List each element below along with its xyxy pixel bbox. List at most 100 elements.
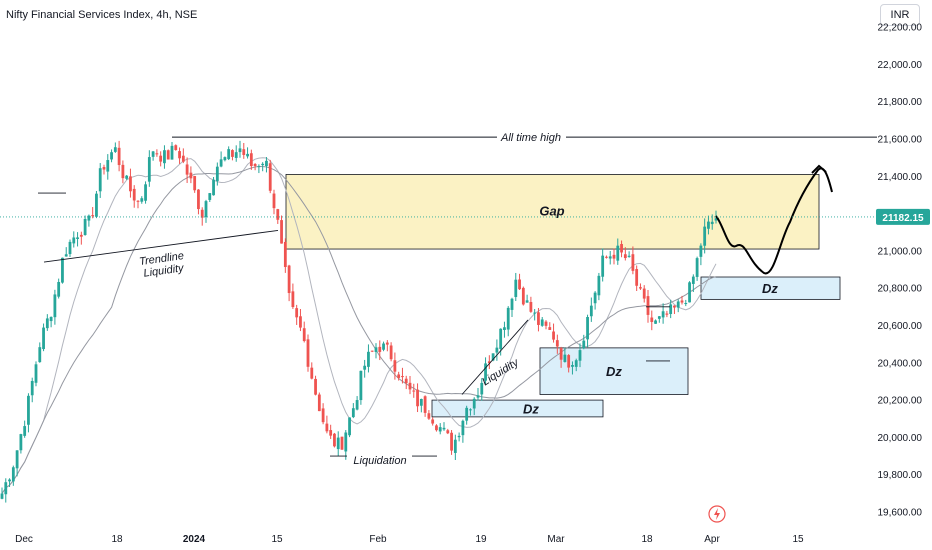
- candle-up: [540, 319, 544, 326]
- candle-up: [215, 166, 219, 182]
- candle-down: [389, 345, 393, 360]
- candle-up: [457, 435, 461, 438]
- candle-up: [212, 179, 215, 196]
- candle-down: [291, 291, 295, 308]
- price-axis[interactable]: 19,600.00 19,800.00 20,000.00 20,200.00 20,4…: [878, 23, 923, 519]
- candle-down: [121, 164, 125, 179]
- candle-down: [253, 163, 257, 167]
- candle-down: [321, 408, 325, 423]
- candle-down: [193, 176, 197, 191]
- candle-up: [151, 151, 155, 157]
- candle-up: [695, 258, 699, 277]
- candle-up: [684, 303, 688, 305]
- candle-down: [329, 430, 333, 436]
- x-tick-label: Mar: [547, 534, 565, 545]
- candle-up: [144, 184, 147, 201]
- candle-up: [597, 275, 601, 296]
- candle-up: [359, 370, 363, 401]
- candle-up: [19, 434, 23, 451]
- candle-down: [370, 350, 374, 352]
- candle-up: [11, 467, 15, 482]
- candle-up: [484, 363, 487, 381]
- candle-down: [178, 151, 181, 159]
- candle-down: [646, 296, 650, 315]
- candle-down: [521, 287, 525, 305]
- candle-up: [223, 157, 227, 161]
- trendline: [43, 229, 279, 263]
- candle-up: [219, 159, 223, 167]
- candle-up: [246, 153, 249, 157]
- x-tick-label: 15: [792, 534, 804, 545]
- candle-down: [340, 436, 344, 450]
- drawing-lines-layer: [38, 136, 877, 457]
- candle-down: [231, 150, 234, 157]
- candle-down: [280, 220, 283, 244]
- time-axis[interactable]: Dec 18 2024 15 Feb 19 Mar 18 Apr 15: [15, 534, 804, 545]
- candle-down: [283, 241, 287, 268]
- candle-down: [680, 300, 684, 303]
- candle-down: [185, 164, 189, 175]
- candle-up: [95, 193, 98, 217]
- candle-down: [306, 339, 310, 367]
- candle-up: [476, 395, 480, 398]
- flash-icon[interactable]: [708, 505, 726, 523]
- candle-down: [302, 328, 306, 342]
- all-time-high-label: All time high: [500, 132, 561, 144]
- candle-up: [257, 166, 261, 168]
- dz-label: Dz: [762, 281, 778, 296]
- candle-up: [106, 160, 110, 172]
- candle-up: [657, 316, 661, 319]
- candle-up: [608, 256, 612, 259]
- x-tick-label: 18: [641, 534, 653, 545]
- candle-up: [691, 276, 695, 284]
- candle-up: [163, 150, 166, 164]
- dz-label: Dz: [606, 364, 622, 379]
- candle-up: [374, 347, 378, 352]
- chart-title: Nifty Financial Services Index, 4h, NSE: [6, 9, 198, 21]
- candle-down: [435, 425, 438, 431]
- candle-up: [15, 450, 19, 469]
- x-tick-label: Dec: [15, 534, 33, 545]
- zone-gap: [285, 174, 820, 250]
- candle-up: [703, 226, 707, 246]
- projection-arrowhead: [811, 164, 827, 174]
- moving-averages-layer: [1, 157, 717, 494]
- candle-up: [661, 311, 665, 318]
- candle-up: [582, 340, 586, 349]
- candle-up: [355, 400, 359, 410]
- candle-up: [61, 257, 64, 283]
- candle-up: [140, 198, 144, 202]
- candle-down: [310, 367, 314, 379]
- candle-up: [38, 347, 42, 363]
- candle-up: [76, 237, 79, 240]
- candle-up: [574, 360, 578, 367]
- candle-up: [351, 408, 355, 418]
- candle-down: [450, 432, 453, 451]
- ma-slow-line: [1, 165, 717, 494]
- candle-up: [83, 218, 87, 236]
- x-tick-label: Apr: [704, 534, 720, 545]
- candle-up: [34, 364, 38, 383]
- candle-up: [499, 328, 503, 349]
- candle-up: [0, 493, 4, 499]
- candle-up: [45, 318, 49, 329]
- candle-up: [113, 147, 117, 152]
- candle-up: [98, 168, 102, 192]
- candle-up: [593, 292, 597, 304]
- candle-down: [537, 312, 540, 325]
- candle-down: [605, 256, 608, 258]
- y-tick-label: 20,200.00: [878, 396, 923, 407]
- x-tick-label: 19: [475, 534, 487, 545]
- candle-down: [423, 396, 427, 413]
- candle-down: [242, 149, 246, 155]
- candle-down: [665, 313, 669, 315]
- candle-down: [155, 153, 159, 155]
- candle-down: [378, 346, 382, 352]
- candle-down: [416, 389, 419, 407]
- candle-down: [197, 189, 200, 210]
- currency-button[interactable]: INR: [880, 4, 920, 26]
- candle-up: [688, 282, 691, 303]
- candle-up: [506, 307, 510, 330]
- dz-label: Dz: [523, 401, 539, 416]
